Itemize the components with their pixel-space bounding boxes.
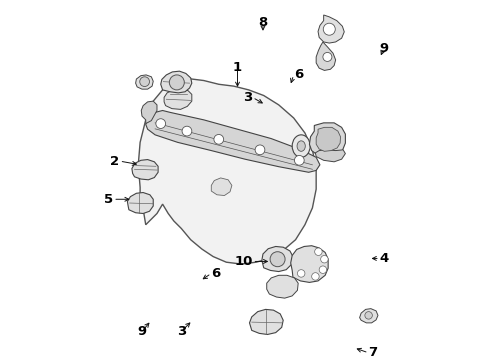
Polygon shape: [309, 123, 345, 157]
Polygon shape: [141, 101, 157, 123]
Text: 7: 7: [368, 346, 378, 359]
Circle shape: [319, 266, 327, 274]
Text: 3: 3: [243, 91, 252, 104]
Text: 4: 4: [380, 252, 389, 265]
Polygon shape: [164, 89, 192, 109]
Circle shape: [294, 156, 304, 165]
Circle shape: [214, 135, 223, 144]
Ellipse shape: [292, 135, 310, 157]
Circle shape: [255, 145, 265, 155]
Circle shape: [140, 77, 149, 86]
Text: 1: 1: [233, 61, 242, 74]
Circle shape: [315, 248, 322, 256]
Text: 9: 9: [379, 42, 388, 55]
Circle shape: [297, 270, 305, 277]
Polygon shape: [138, 78, 316, 264]
Circle shape: [312, 273, 319, 280]
Circle shape: [320, 256, 328, 263]
Polygon shape: [318, 15, 344, 43]
Polygon shape: [262, 247, 293, 271]
Polygon shape: [161, 71, 192, 93]
Text: 8: 8: [258, 16, 268, 29]
Circle shape: [365, 312, 372, 319]
Polygon shape: [316, 42, 336, 71]
Ellipse shape: [297, 141, 305, 151]
Polygon shape: [146, 111, 320, 172]
Text: 6: 6: [211, 267, 220, 280]
Text: 3: 3: [177, 325, 186, 338]
Text: 6: 6: [294, 68, 303, 81]
Polygon shape: [316, 127, 341, 151]
Polygon shape: [136, 75, 153, 89]
Polygon shape: [267, 275, 298, 298]
Circle shape: [270, 252, 285, 267]
Polygon shape: [132, 159, 158, 180]
Text: 10: 10: [234, 255, 252, 268]
Polygon shape: [127, 193, 153, 213]
Circle shape: [323, 23, 335, 35]
Circle shape: [156, 119, 166, 129]
Text: 2: 2: [110, 154, 120, 167]
Polygon shape: [249, 309, 283, 334]
Polygon shape: [360, 309, 378, 323]
Text: 9: 9: [137, 325, 147, 338]
Polygon shape: [211, 178, 232, 195]
Text: 5: 5: [104, 193, 113, 206]
Polygon shape: [316, 150, 345, 162]
Circle shape: [323, 53, 332, 62]
Polygon shape: [291, 246, 328, 283]
Circle shape: [182, 126, 192, 136]
Circle shape: [170, 75, 184, 90]
